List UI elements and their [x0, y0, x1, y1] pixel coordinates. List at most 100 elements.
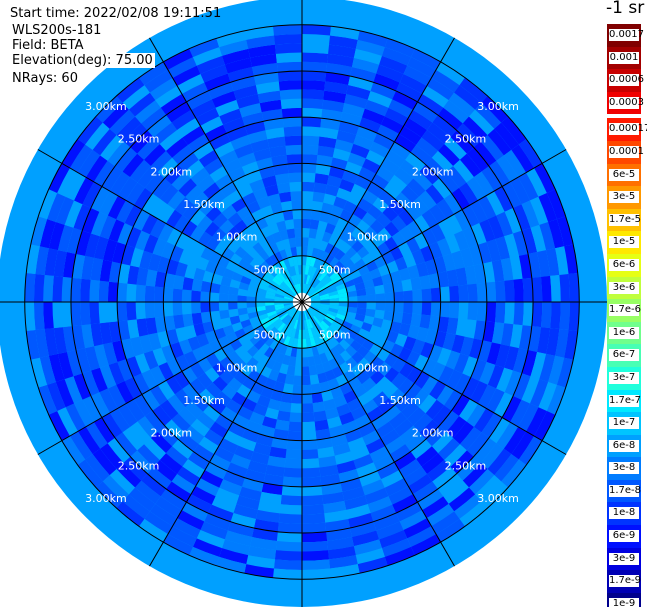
ppi-cell: [365, 438, 386, 454]
ppi-cell: [141, 193, 160, 215]
ppi-cell: [318, 272, 327, 282]
colorbar-bin: 1.7e-8: [607, 479, 643, 503]
ppi-cell: [274, 261, 284, 273]
ppi-cell: [265, 304, 275, 310]
ppi-cell: [128, 487, 156, 512]
ppi-cell: [351, 240, 364, 253]
ppi-cell: [323, 264, 333, 275]
ppi-cell: [107, 384, 126, 409]
ppi-cell: [266, 286, 277, 294]
ppi-cell: [376, 376, 392, 392]
ppi-cell: [479, 219, 496, 243]
ppi-cell: [240, 275, 252, 285]
ppi-cell: [422, 85, 449, 108]
ppi-cell: [294, 366, 302, 376]
ppi-cell: [242, 112, 264, 127]
ppi-cell: [228, 294, 238, 302]
ppi-cell: [323, 90, 347, 104]
ppi-cell: [394, 192, 412, 210]
ppi-cell: [137, 165, 158, 188]
ppi-cell: [285, 144, 302, 155]
ppi-cell: [191, 312, 203, 326]
ppi-cell: [164, 273, 176, 289]
ppi-cell: [338, 297, 349, 302]
ppi-cell: [274, 296, 284, 301]
ppi-cell: [280, 324, 289, 335]
ppi-cell: [405, 432, 426, 452]
ppi-cell: [190, 167, 210, 186]
ppi-cell: [347, 437, 366, 452]
ppi-cell: [165, 137, 188, 158]
ppi-cell: [165, 375, 183, 395]
ppi-cell: [389, 321, 402, 334]
ppi-cell: [196, 529, 225, 549]
ppi-cell: [512, 230, 529, 256]
ppi-cell: [214, 446, 235, 463]
ppi-cell: [466, 432, 489, 457]
ppi-cell: [322, 318, 332, 327]
ppi-cell: [473, 171, 495, 196]
ppi-cell: [302, 255, 307, 266]
colorbar-label: 1e-9: [609, 597, 639, 607]
ppi-cell: [102, 102, 129, 129]
colorbar-bin: 3e-7: [607, 366, 643, 390]
ppi-cell: [379, 55, 408, 75]
ppi-cell: [255, 297, 266, 302]
ppi-cell: [145, 317, 158, 335]
ppi-cell: [285, 316, 293, 327]
ppi-cell: [153, 122, 178, 145]
ppi-cell: [283, 302, 293, 306]
ppi-cell: [259, 278, 270, 287]
ppi-cell: [227, 66, 254, 83]
ppi-cell: [103, 239, 118, 262]
ppi-cell: [333, 394, 348, 408]
ppi-cell: [261, 320, 273, 330]
ppi-cell: [24, 302, 36, 331]
ppi-cell: [302, 347, 308, 358]
ppi-cell: [214, 141, 235, 158]
colorbar-bin: 1e-8: [607, 502, 643, 526]
ppi-cell: [382, 205, 399, 222]
ppi-cell: [251, 320, 262, 330]
ppi-cell: [307, 328, 314, 339]
ppi-cell: [193, 444, 215, 463]
ppi-cell: [246, 356, 259, 370]
ppi-cell: [495, 280, 506, 302]
ppi-cell: [205, 352, 220, 368]
ppi-cell: [325, 184, 340, 197]
ppi-cell: [91, 211, 108, 237]
ppi-cell: [511, 431, 535, 460]
ppi-cell: [376, 212, 392, 228]
ppi-cell: [99, 215, 117, 240]
ppi-cell: [436, 385, 455, 406]
ppi-cell: [209, 189, 226, 206]
ppi-cell: [438, 438, 460, 460]
ppi-cell: [287, 163, 302, 174]
ppi-cell: [255, 81, 280, 95]
ppi-cell: [265, 307, 276, 314]
ppi-cell: [430, 362, 446, 381]
ppi-cell: [486, 239, 501, 262]
ppi-cell: [412, 101, 438, 123]
ppi-cell: [95, 95, 123, 123]
ppi-cell: [273, 164, 289, 176]
ppi-cell: [439, 302, 450, 318]
ppi-cell: [310, 294, 320, 300]
range-ring-label: 2.00km: [412, 427, 454, 440]
azimuth-spoke: [149, 301, 303, 567]
ppi-cell: [299, 274, 302, 284]
ppi-cell: [35, 329, 49, 358]
ppi-cell: [258, 354, 270, 367]
ppi-cell: [378, 189, 395, 206]
colorbar-label: 3e-9: [609, 552, 639, 565]
ppi-cell: [334, 317, 345, 326]
ppi-cell: [203, 182, 221, 199]
ppi-cell: [116, 380, 134, 404]
ppi-cell: [219, 233, 234, 248]
ppi-cell: [290, 265, 297, 276]
ppi-cell: [158, 362, 174, 381]
ppi-cell: [453, 421, 474, 445]
ppi-cell: [302, 412, 315, 423]
ppi-cell: [143, 350, 159, 370]
ppi-cell: [130, 450, 154, 474]
